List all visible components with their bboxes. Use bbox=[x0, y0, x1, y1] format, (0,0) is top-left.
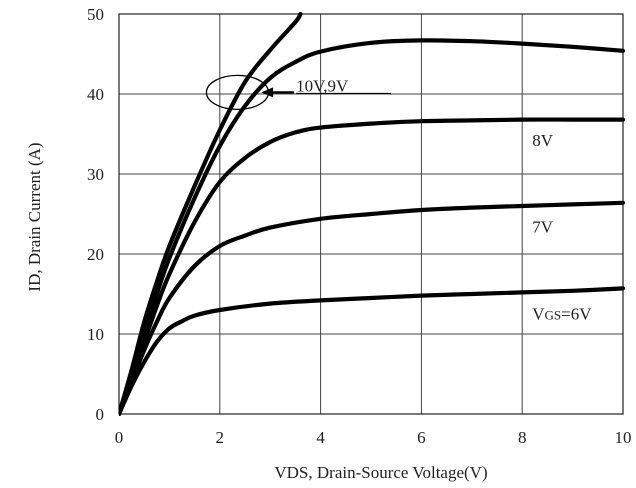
series-line-10v bbox=[119, 12, 303, 416]
series-line-vgs-6v bbox=[119, 286, 626, 416]
curve-label-7v: 7V bbox=[532, 217, 554, 236]
x-tick-label-4: 4 bbox=[316, 428, 325, 447]
x-tick-labels: 0 2 4 6 8 10 bbox=[115, 428, 632, 447]
annotation-label-10v-9v: 10V,9V bbox=[296, 76, 349, 95]
series-line-8v bbox=[119, 117, 626, 416]
y-tick-label-30: 30 bbox=[87, 165, 104, 184]
y-axis-title: ID, Drain Current (A) bbox=[25, 142, 44, 291]
series-line-9v bbox=[119, 38, 626, 416]
curve-label-6v-sub: GS bbox=[545, 308, 562, 323]
x-tick-label-10: 10 bbox=[615, 428, 632, 447]
x-tick-label-2: 2 bbox=[216, 428, 225, 447]
y-tick-label-50: 50 bbox=[87, 5, 104, 24]
plot-frame bbox=[118, 13, 624, 415]
annotations: 10V,9V 8V 7V VGS=6V bbox=[205, 74, 592, 324]
curve-label-8v: 8V bbox=[532, 131, 554, 150]
x-tick-label-0: 0 bbox=[115, 428, 124, 447]
x-tick-label-8: 8 bbox=[518, 428, 527, 447]
curve-label-6v-prefix: V bbox=[532, 305, 545, 324]
y-tick-label-40: 40 bbox=[87, 85, 104, 104]
y-tick-label-20: 20 bbox=[87, 245, 104, 264]
annotation-arrow-head bbox=[261, 87, 274, 98]
y-tick-label-0: 0 bbox=[96, 405, 105, 424]
y-tick-label-10: 10 bbox=[87, 325, 104, 344]
curve-label-6v-suffix: =6V bbox=[561, 305, 592, 324]
y-tick-labels: 0 10 20 30 40 50 bbox=[87, 5, 104, 424]
curves bbox=[119, 12, 626, 416]
x-axis-title: VDS, Drain-Source Voltage(V) bbox=[274, 463, 487, 482]
x-tick-label-6: 6 bbox=[417, 428, 426, 447]
curve-label-vgs-6v: VGS=6V bbox=[532, 305, 592, 324]
series-line-7v bbox=[119, 200, 626, 416]
grid bbox=[119, 14, 623, 414]
